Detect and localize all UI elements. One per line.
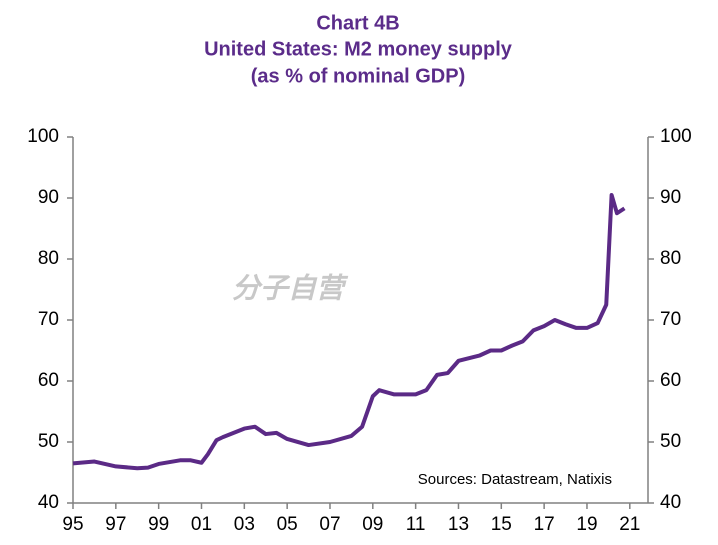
chart-subtitle: United States: M2 money supply bbox=[204, 38, 513, 60]
watermark: 分子自营 bbox=[232, 272, 349, 303]
y2-tick-label: 90 bbox=[660, 187, 681, 208]
x-tick-label: 01 bbox=[191, 514, 212, 535]
x-tick-label: 99 bbox=[148, 514, 169, 535]
chart-subtitle: (as % of nominal GDP) bbox=[251, 65, 465, 87]
chart-title: Chart 4B bbox=[316, 12, 399, 34]
y-tick-label: 60 bbox=[38, 370, 59, 391]
x-tick-label: 11 bbox=[406, 514, 426, 535]
x-tick-label: 15 bbox=[491, 514, 512, 535]
x-tick-label: 95 bbox=[62, 514, 83, 535]
y-tick-label: 100 bbox=[27, 126, 59, 147]
source-note: Sources: Datastream, Natixis bbox=[418, 471, 612, 488]
x-tick-label: 21 bbox=[619, 514, 640, 535]
y2-tick-label: 70 bbox=[660, 309, 681, 330]
y2-tick-label: 80 bbox=[660, 248, 681, 269]
data-line bbox=[72, 192, 626, 471]
x-tick-label: 19 bbox=[576, 514, 597, 535]
y-tick-label: 70 bbox=[38, 309, 59, 330]
x-tick-label: 09 bbox=[362, 514, 383, 535]
x-tick-label: 97 bbox=[105, 514, 126, 535]
x-tick-label: 17 bbox=[534, 514, 555, 535]
x-tick-label: 05 bbox=[277, 514, 298, 535]
y-tick-label: 50 bbox=[38, 431, 59, 452]
y2-tick-label: 100 bbox=[660, 126, 692, 147]
y2-tick-label: 40 bbox=[660, 492, 681, 513]
y-tick-label: 90 bbox=[38, 187, 59, 208]
y-tick-label: 80 bbox=[38, 248, 59, 269]
y2-tick-label: 50 bbox=[660, 431, 681, 452]
x-tick-label: 03 bbox=[234, 514, 255, 535]
y-tick-label: 40 bbox=[38, 492, 59, 513]
x-tick-label: 13 bbox=[448, 514, 469, 535]
x-tick-label: 07 bbox=[319, 514, 340, 535]
y2-tick-label: 60 bbox=[660, 370, 681, 391]
